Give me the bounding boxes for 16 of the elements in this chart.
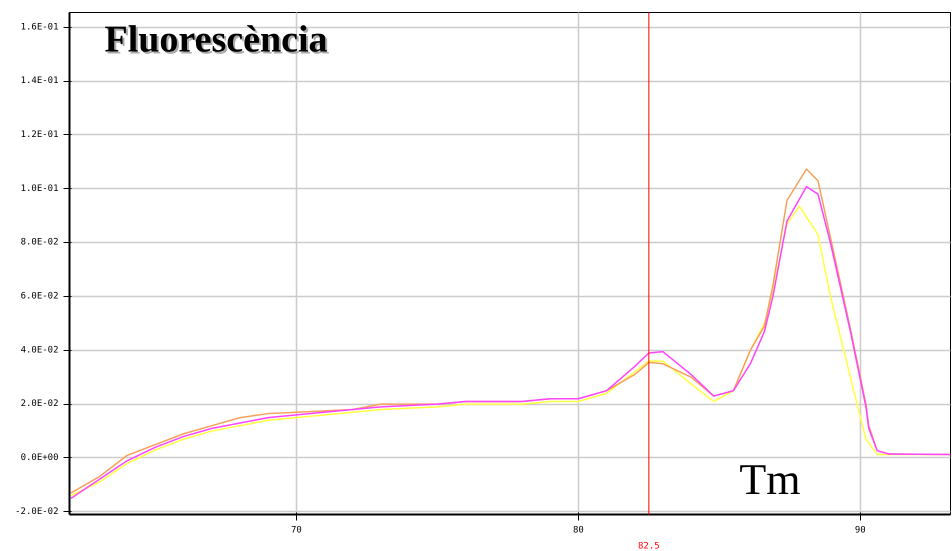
y-tick-label: 8.0E-02: [20, 238, 59, 248]
chart-title: Fluorescència: [106, 20, 330, 62]
y-tick-label: -2.0E-02: [15, 506, 59, 517]
y-tick-label: 1.0E-01: [20, 184, 59, 194]
y-tick-label: 0.0E+00: [20, 452, 59, 463]
x-tick-label: 80: [572, 526, 584, 536]
x-tick-label: 70: [291, 526, 302, 536]
ref-line-label: 82.5: [638, 542, 660, 551]
y-tick-label: 4.0E-02: [20, 345, 59, 356]
y-tick-label: 1.2E-01: [20, 130, 59, 140]
y-tick-label: 2.0E-02: [20, 399, 59, 410]
x-tick-label: 90: [854, 526, 866, 536]
y-tick-label: 1.6E-01: [20, 22, 59, 32]
y-tick-label: 1.4E-01: [20, 76, 59, 86]
annotation: Tm: [739, 454, 800, 504]
y-tick-label: 6.0E-02: [20, 291, 59, 302]
